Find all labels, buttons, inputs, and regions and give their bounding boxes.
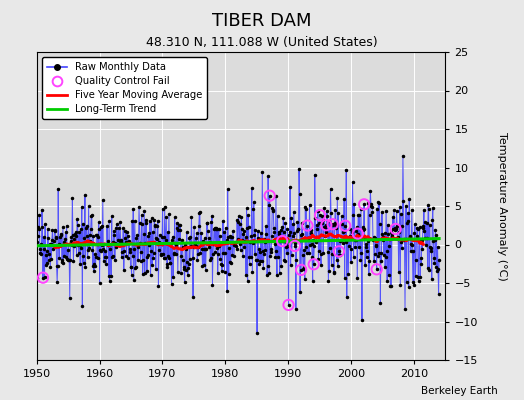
Point (303, 222, 312, 229)
Point (316, 212, 324, 218)
Text: 48.310 N, 111.088 W (United States): 48.310 N, 111.088 W (United States) (146, 36, 378, 49)
Legend: Raw Monthly Data, Quality Control Fail, Five Year Moving Average, Long-Term Tren: Raw Monthly Data, Quality Control Fail, … (42, 57, 207, 119)
Point (310, 261, 318, 268)
Point (322, 222, 331, 228)
Point (335, 248, 343, 254)
Point (266, 192, 274, 199)
Point (297, 267, 305, 273)
Y-axis label: Temperature Anomaly (°C): Temperature Anomaly (°C) (497, 132, 507, 280)
Point (354, 230, 362, 237)
Text: Berkeley Earth: Berkeley Earth (421, 386, 498, 396)
Point (360, 201, 368, 208)
Point (391, 226, 400, 232)
Text: TIBER DAM: TIBER DAM (212, 12, 312, 30)
Point (373, 266, 381, 272)
Point (39, 274, 47, 281)
Point (329, 221, 337, 227)
Point (278, 238, 287, 244)
Point (285, 302, 293, 308)
Point (291, 243, 299, 249)
Point (341, 222, 350, 229)
